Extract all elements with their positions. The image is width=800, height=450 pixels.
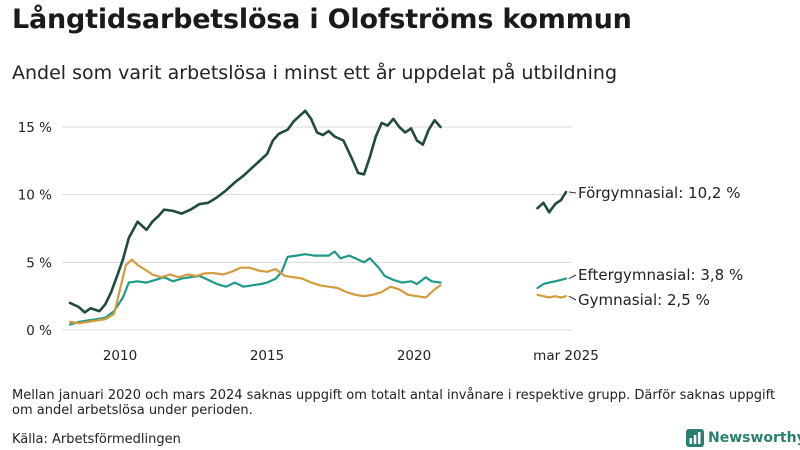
end-label-leader — [568, 295, 577, 301]
series-line-eftergymnasial — [536, 277, 568, 290]
y-tick-label: 0 % — [26, 323, 52, 339]
y-axis: 0 % 5 % 10 % 15 % — [18, 120, 52, 339]
y-tick-label: 10 % — [18, 188, 52, 204]
series-lines — [68, 109, 568, 326]
x-tick-label: mar 2025 — [533, 348, 599, 364]
newsworthy-logo[interactable]: Newsworthy — [686, 429, 800, 447]
chart-title: Långtidsarbetslösa i Olofströms kommun — [12, 4, 632, 35]
series-line-gymnasial — [68, 258, 442, 325]
y-tick-label: 5 % — [26, 255, 52, 271]
y-tick-label: 15 % — [18, 120, 52, 136]
series-line-förgymnasial — [536, 190, 568, 214]
end-label-gymnasial: Gymnasial: 2,5 % — [578, 291, 710, 309]
end-label-eftergymnasial: Eftergymnasial: 3,8 % — [578, 266, 743, 284]
x-axis: 2010 2015 2020 mar 2025 — [103, 348, 599, 364]
footnote: Mellan januari 2020 och mars 2024 saknas… — [12, 388, 776, 418]
logo-text: Newsworthy — [708, 430, 800, 446]
chart-subtitle: Andel som varit arbetslösa i minst ett å… — [12, 62, 618, 84]
series-line-eftergymnasial — [68, 250, 442, 326]
end-label-leader — [568, 274, 577, 280]
source-text: Källa: Arbetsförmedlingen — [12, 432, 181, 447]
logo-chart-icon — [686, 429, 704, 447]
x-tick-label: 2020 — [397, 348, 431, 364]
series-line-förgymnasial — [68, 109, 442, 314]
end-label-leader — [568, 191, 577, 194]
end-labels: Förgymnasial: 10,2 % Eftergymnasial: 3,8 … — [568, 184, 743, 309]
x-tick-label: 2010 — [103, 348, 137, 364]
x-tick-label: 2015 — [250, 348, 284, 364]
line-chart: 0 % 5 % 10 % 15 % 2010 2015 2020 mar 2025 Förg… — [18, 109, 743, 364]
gridlines — [62, 126, 572, 331]
end-label-förgymnasial: Förgymnasial: 10,2 % — [578, 184, 740, 202]
series-line-gymnasial — [536, 293, 568, 299]
